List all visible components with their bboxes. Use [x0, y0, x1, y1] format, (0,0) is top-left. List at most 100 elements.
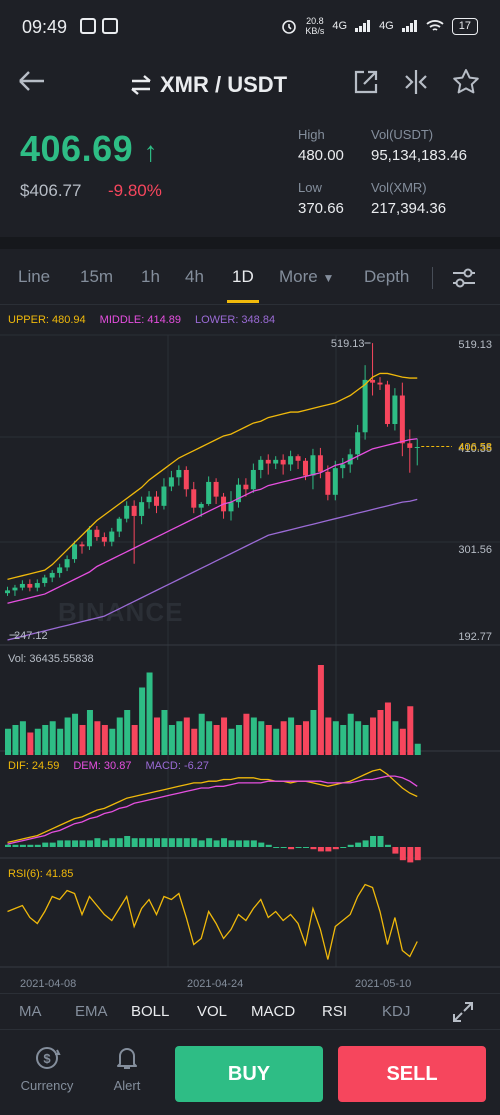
chart-settings-button[interactable] — [450, 265, 478, 291]
price-label-lower: 301.56 — [458, 544, 492, 556]
candle-body — [288, 456, 294, 465]
favorite-button[interactable] — [452, 68, 480, 96]
candle-body — [49, 572, 55, 578]
tab-15m[interactable]: 15m — [80, 267, 114, 286]
price-label-bottom: 192.77 — [458, 631, 492, 643]
candle-body — [101, 537, 107, 542]
macd-histogram-bar — [273, 847, 280, 848]
volume-bar — [94, 721, 101, 755]
dif-label: DIF: 24.59 — [8, 760, 60, 772]
dropdown-caret-icon: ▼ — [322, 271, 335, 285]
volume-bar — [377, 710, 384, 755]
fullscreen-button[interactable] — [452, 1001, 474, 1028]
price-label-mid: 410.35 — [458, 443, 492, 455]
indicator-boll[interactable]: BOLL — [131, 1003, 170, 1020]
macd-histogram-bar — [310, 847, 317, 850]
volume-bar — [243, 713, 250, 755]
volume-bar — [228, 728, 235, 755]
signal-4g-1: 4G — [332, 20, 348, 32]
compare-button[interactable] — [402, 68, 430, 96]
alert-button[interactable]: Alert — [97, 1044, 157, 1093]
macd-histogram-bar — [355, 842, 362, 847]
sell-button[interactable]: SELL — [338, 1046, 486, 1102]
tab-1h[interactable]: 1h — [141, 267, 160, 286]
kline-chart[interactable]: BINANCE 519.13410.35301.56192.77406.5851… — [0, 305, 500, 993]
alarm-icon — [282, 20, 297, 34]
candle-body — [414, 446, 420, 448]
candle-body — [5, 590, 10, 594]
macd-histogram-bar — [146, 838, 153, 847]
rsi-line — [7, 883, 418, 960]
pair-selector[interactable]: XMR / USDT — [130, 72, 287, 98]
price-axis: 519.13 410.35 301.56 192.77 406.58 519.13 247.… — [9, 338, 492, 643]
candle-body — [280, 459, 286, 465]
signal-bars-icon-2 — [401, 20, 417, 32]
boll-middle-label: MIDDLE: 414.89 — [99, 314, 181, 326]
net-speed: 20.8 KB/s — [305, 16, 325, 36]
macd-histogram-bar — [49, 842, 56, 847]
candle-body — [377, 382, 383, 385]
share-button[interactable] — [352, 68, 380, 96]
volume-bar — [34, 728, 41, 755]
macd-histogram-bar — [131, 838, 138, 847]
macd-histogram-bar — [161, 838, 168, 847]
indicator-rsi[interactable]: RSI — [322, 1003, 348, 1020]
candle-body — [64, 559, 70, 568]
candle-body — [295, 456, 301, 461]
candle-body — [332, 468, 338, 495]
candle-body — [176, 469, 182, 478]
up-arrow-icon: ↑ — [143, 136, 159, 167]
macd-histogram-bar — [109, 838, 116, 847]
vol-legend: Vol: 36435.55838 — [8, 653, 94, 665]
macd-histogram-bar — [235, 840, 242, 847]
tab-more[interactable]: More ▼ — [279, 267, 335, 286]
macd-histogram-bar — [265, 844, 272, 847]
tab-1d[interactable]: 1D — [232, 267, 254, 286]
tab-4h[interactable]: 4h — [185, 267, 204, 286]
currency-button[interactable]: $ Currency — [17, 1044, 77, 1093]
indicator-ema[interactable]: EMA — [75, 1003, 108, 1020]
back-arrow-icon — [19, 71, 44, 91]
candle-body — [213, 481, 219, 497]
signal-bars-icon — [355, 20, 371, 32]
tab-depth[interactable]: Depth — [364, 267, 410, 286]
candle-body — [362, 379, 368, 433]
tab-line[interactable]: Line — [18, 267, 51, 286]
battery-indicator: 17 — [451, 17, 478, 35]
candle-body — [34, 583, 40, 588]
macd-histogram-bar — [280, 847, 287, 848]
volume-bar — [355, 721, 362, 755]
currency-label: Currency — [20, 1078, 74, 1093]
rsi-panel — [7, 883, 418, 960]
volume-bar — [206, 721, 213, 755]
indicator-vol[interactable]: VOL — [197, 1003, 228, 1020]
macd-histogram-bar — [168, 838, 175, 847]
volume-bar — [399, 728, 406, 755]
indicator-ma[interactable]: MA — [19, 1003, 42, 1020]
macd-histogram-bar — [34, 844, 41, 847]
macd-histogram-bar — [317, 847, 324, 852]
star-icon — [453, 69, 479, 94]
volume-bar — [86, 710, 93, 755]
buy-button[interactable]: BUY — [175, 1046, 323, 1102]
volume-bar — [198, 713, 205, 755]
indicator-macd[interactable]: MACD — [251, 1003, 296, 1020]
candle-body — [355, 432, 361, 455]
macd-histogram-bar — [101, 840, 108, 847]
candle-body — [407, 443, 413, 448]
back-button[interactable] — [16, 66, 48, 98]
macd-histogram-bar — [288, 847, 295, 850]
candle-body — [206, 481, 212, 504]
candle-body — [116, 518, 122, 532]
dif-line — [7, 768, 418, 844]
volume-bar — [310, 710, 317, 755]
volume-bar — [392, 721, 399, 755]
candle-body — [235, 484, 241, 503]
candle-body — [399, 395, 405, 444]
date-label-1: 2021-04-08 — [20, 978, 76, 990]
date-axis: 2021-04-08 2021-04-24 2021-05-10 — [20, 978, 411, 990]
indicator-kdj[interactable]: KDJ — [382, 1003, 411, 1020]
macd-histogram-bar — [12, 844, 19, 847]
volume-bar — [5, 728, 11, 755]
candle-body — [303, 460, 308, 476]
